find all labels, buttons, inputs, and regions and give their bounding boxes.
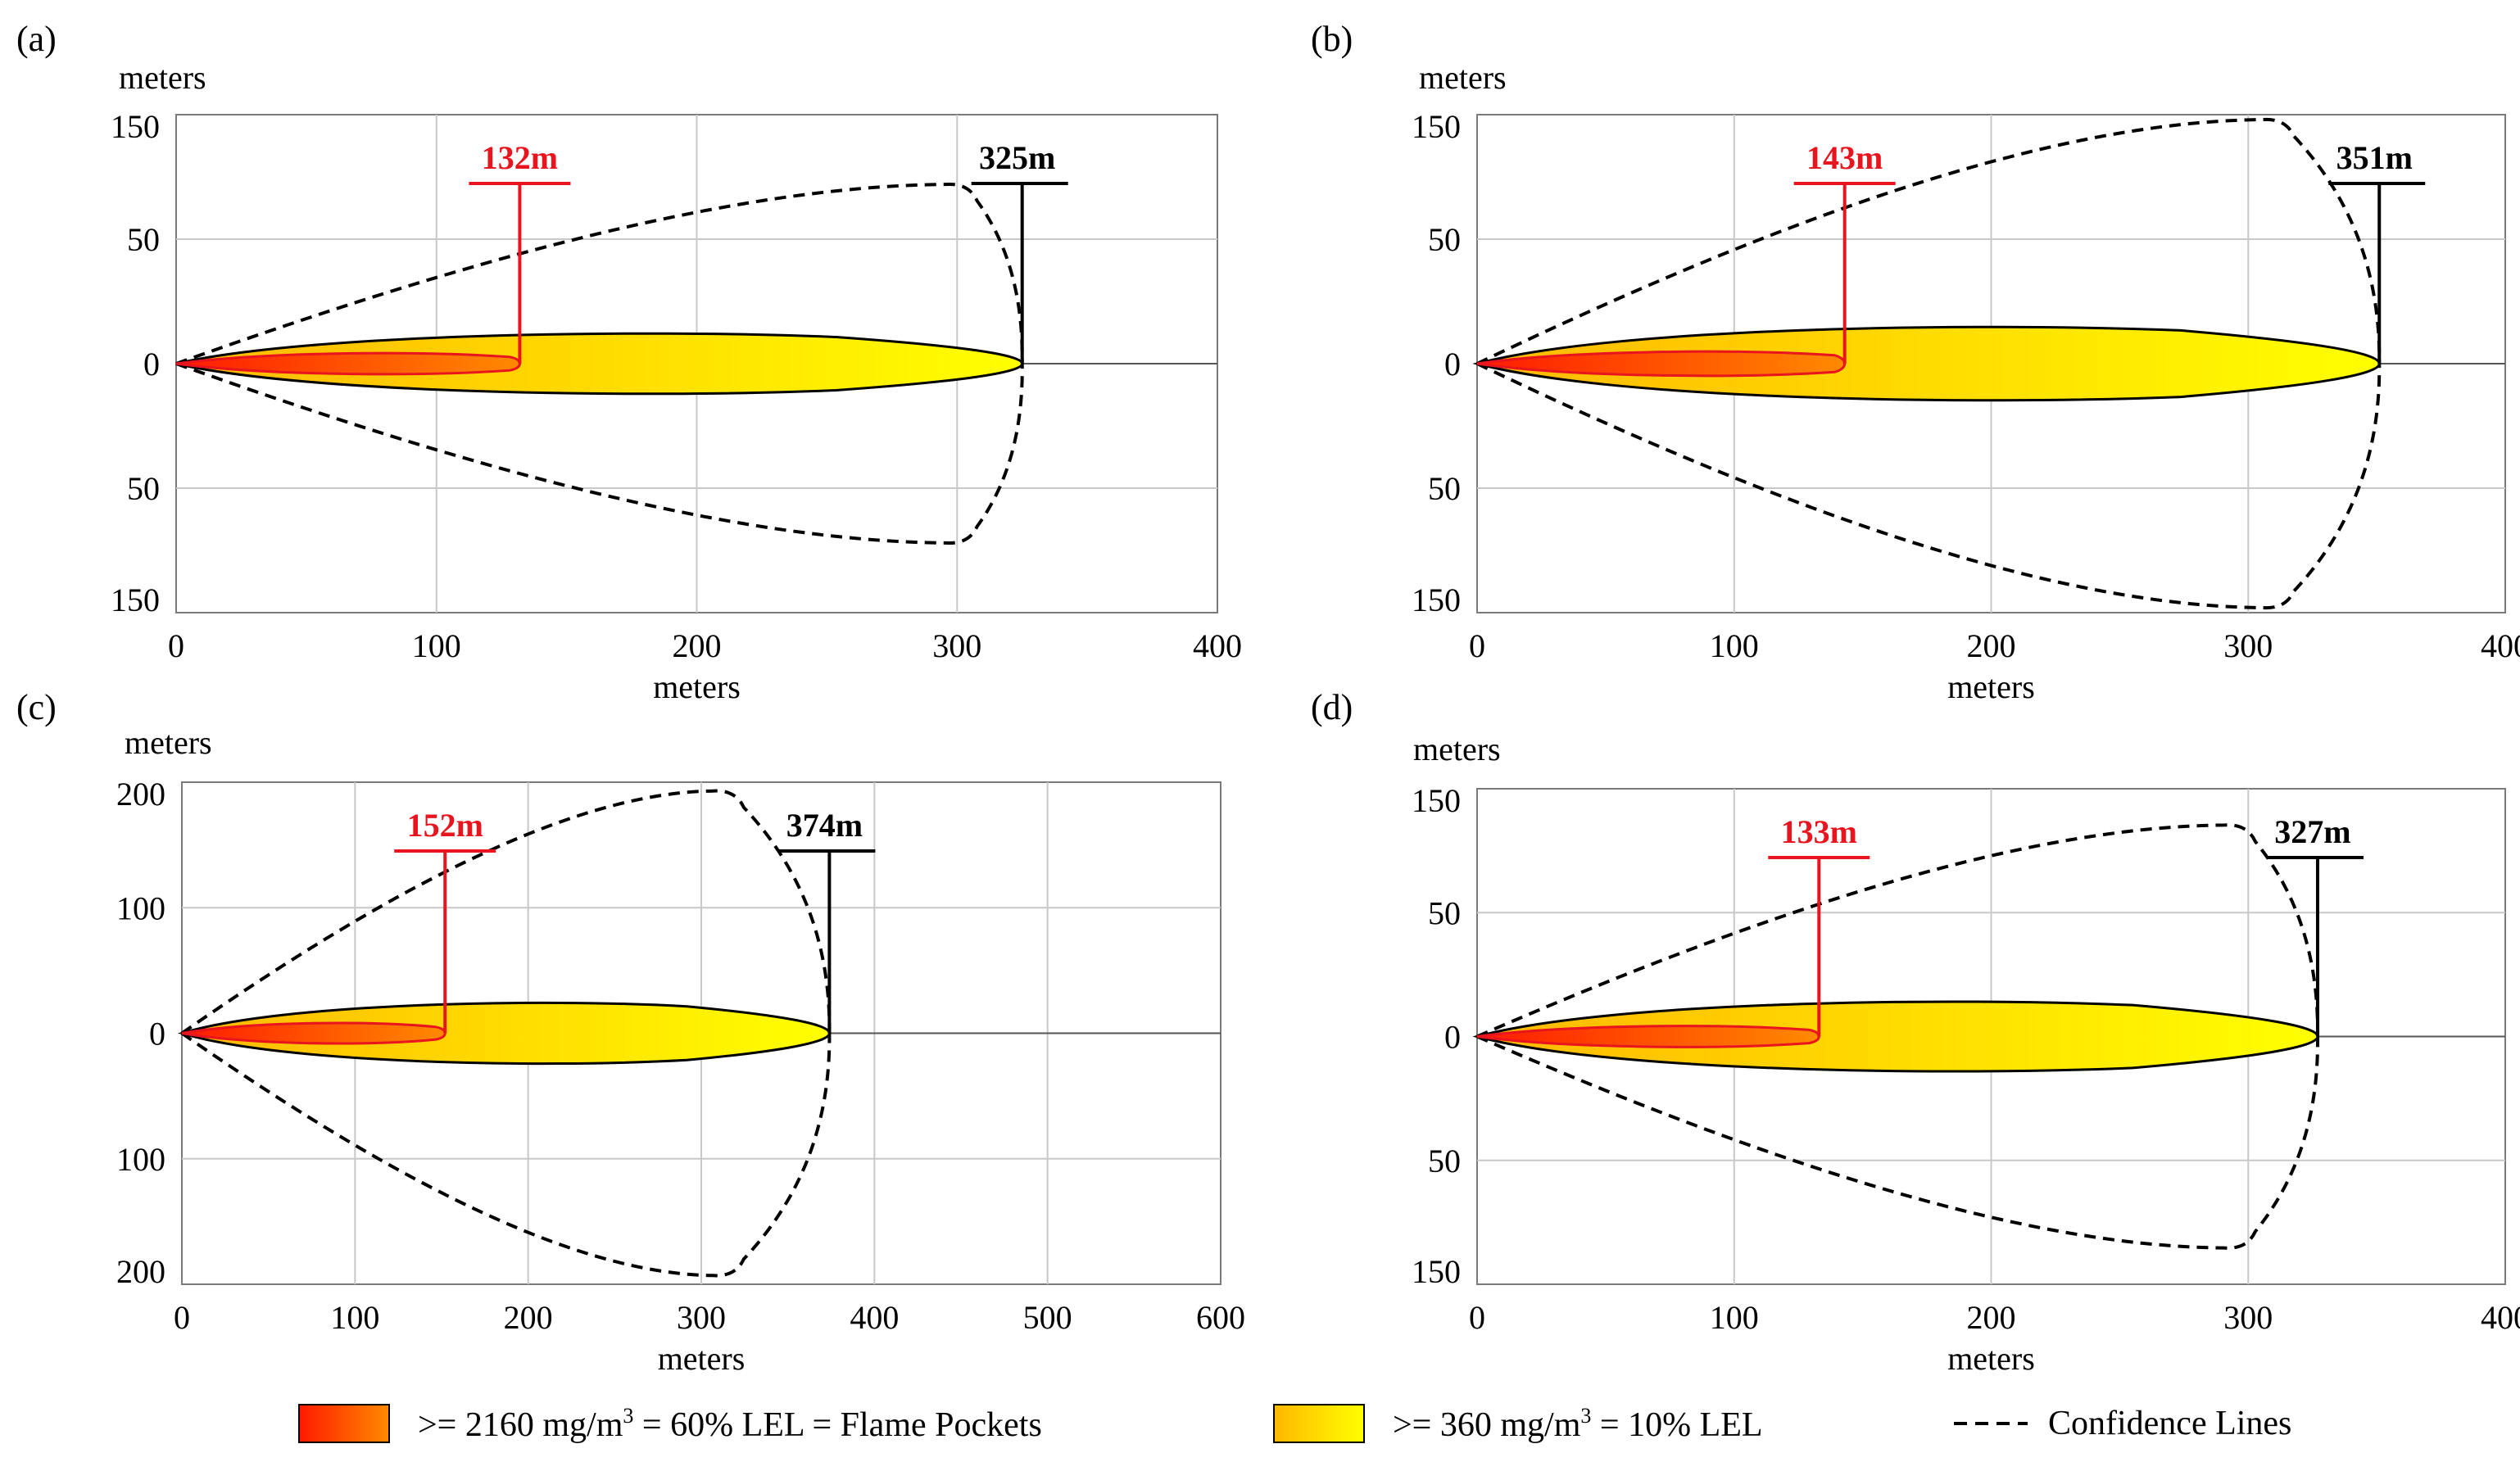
y-tick-label: 200 [116,1253,165,1290]
y-axis-label: meters [119,59,206,96]
chart-panel: 0 100 200 300 400 150 50 0 50 150 (a) meters meters 1… [16,19,1242,705]
confidence-line-lower [1476,362,2382,610]
panel-label: (c) [16,687,57,727]
legend: >= 2160 mg/m3 = 60% LEL = Flame Pockets … [298,1404,2291,1444]
x-tick-label: 0 [168,627,184,664]
confidence-line-lower [180,1031,832,1278]
legend-swatch-lel [1273,1404,1365,1443]
y-tick-label: 100 [116,1141,165,1178]
plume-distance-label: 351m [2336,139,2413,176]
x-tick-label: 300 [2223,627,2273,664]
x-tick-label: 400 [2481,627,2520,664]
chart-panel: 0 100 200 300 400 150 50 0 50 150 (b) meters meters 1… [1311,19,2520,705]
x-tick-label: 100 [330,1299,379,1336]
x-tick-label: 300 [2223,1299,2273,1336]
plume-distance-label: 325m [979,139,1055,176]
x-tick-label: 600 [1196,1299,1245,1336]
panel-label: (b) [1311,19,1353,59]
y-tick-label: 50 [127,470,160,507]
x-tick-label: 100 [412,627,461,664]
y-tick-label: 50 [1428,221,1461,258]
chart-panels: 0 100 200 300 40015050050150(a)metersmeters1… [16,19,2520,1377]
x-tick-label: 200 [1967,1299,2016,1336]
y-tick-label: 50 [1428,470,1461,507]
x-tick-label: 100 [1710,627,1759,664]
chart-panel: 0 100 200 300 400 150 50 0 50 150 (d) meters meters 1… [1311,687,2520,1377]
x-tick-label: 300 [932,627,981,664]
y-tick-label: 50 [1428,1143,1461,1179]
y-tick-label: 150 [111,582,160,618]
y-tick-label: 150 [1412,108,1461,145]
x-tick-label: 400 [1193,627,1242,664]
y-tick-label: 150 [1412,782,1461,819]
x-tick-label: 500 [1023,1299,1072,1336]
y-tick-label: 0 [1444,346,1461,382]
confidence-line-upper [1476,823,2319,1039]
x-tick-label: 200 [1967,627,2016,664]
x-tick-label: 400 [2481,1299,2520,1336]
y-tick-label: 150 [111,108,160,145]
plume-distance-label: 374m [786,807,863,844]
x-tick-label: 0 [1469,1299,1485,1336]
legend-label-confidence: Confidence Lines [2048,1405,2291,1442]
y-tick-label: 50 [127,221,160,258]
y-tick-label: 50 [1428,894,1461,931]
x-tick-label: 0 [174,1299,190,1336]
confidence-line-lower [1476,1034,2319,1250]
y-axis-label: meters [1413,731,1501,767]
panel-label: (d) [1311,687,1353,727]
y-tick-label: 0 [1444,1019,1461,1056]
x-tick-label: 100 [1710,1299,1759,1336]
x-axis-label: meters [658,1340,746,1377]
legend-label-flame: >= 2160 mg/m3 = 60% LEL = Flame Pockets [418,1404,1042,1444]
y-tick-label: 200 [116,776,165,812]
x-axis-label: meters [653,668,741,705]
y-tick-label: 100 [116,889,165,926]
y-tick-label: 0 [143,346,160,382]
x-tick-label: 400 [850,1299,899,1336]
plume-distance-label: 327m [2274,813,2350,850]
y-tick-label: 150 [1412,1253,1461,1290]
x-axis-label: meters [1947,668,2035,705]
confidence-line-upper [180,789,832,1035]
chart-panel: 0 100 200 300 400 500 600 200 100 0 100 200 (c) meter… [16,687,1245,1377]
legend-label-lel: >= 360 mg/m3 = 10% LEL [1393,1404,1763,1444]
flame-distance-label: 152m [407,807,483,844]
confidence-line-upper [1476,117,2382,365]
x-axis-label: meters [1947,1340,2035,1377]
legend-swatch-flame [298,1404,390,1443]
x-tick-label: 0 [1469,627,1485,664]
y-tick-label: 150 [1412,582,1461,618]
x-tick-label: 200 [504,1299,553,1336]
y-axis-label: meters [125,724,212,761]
confidence-line-lower [175,362,1024,545]
x-tick-label: 200 [673,627,722,664]
y-tick-label: 0 [149,1016,165,1052]
x-tick-label: 300 [677,1299,726,1336]
panel-label: (a) [16,19,57,59]
y-axis-label: meters [1419,59,1507,96]
confidence-line-upper [175,182,1024,365]
flame-distance-label: 143m [1806,139,1883,176]
flame-distance-label: 132m [482,139,558,176]
flame-distance-label: 133m [1781,813,1857,850]
